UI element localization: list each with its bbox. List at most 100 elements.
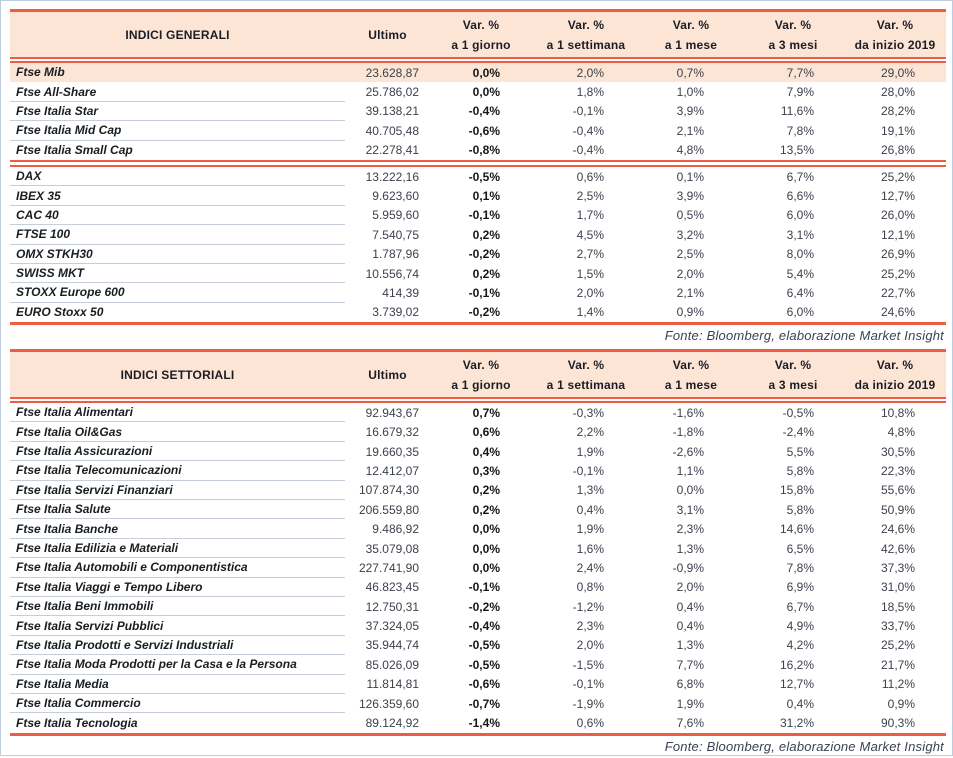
row-label: Ftse Italia Media — [10, 675, 345, 694]
cell-var-1-mese: 1,1% — [676, 463, 704, 478]
sector-indices-table: INDICI SETTORIALI Ultimo Var. % a 1 gior… — [10, 349, 946, 736]
cell-ultimo: 12.750,31 — [365, 599, 419, 614]
table-row: Ftse Italia Telecomunicazioni 12.412,07 … — [10, 461, 946, 481]
cell-ultimo: 92.943,67 — [365, 405, 419, 420]
cell-var-1-giorno: 0,0% — [472, 65, 500, 80]
cell-var-1-settimana: 1,5% — [576, 266, 604, 281]
cell-var-3-mesi: 31,2% — [779, 716, 814, 731]
cell-ultimo: 7.540,75 — [372, 227, 419, 242]
row-label: Ftse Italia Commercio — [10, 694, 345, 714]
cell-var-da-inizio-2019: 21,7% — [880, 657, 915, 672]
cell-var-da-inizio-2019: 26,9% — [880, 247, 915, 262]
cell-ultimo: 12.412,07 — [365, 463, 419, 478]
table-row: CAC 40 5.959,60 -0,1% 1,7% 0,5% 6,0% 26,… — [10, 206, 946, 226]
cell-ultimo: 107.874,30 — [358, 483, 419, 498]
cell-var-1-settimana: 2,5% — [576, 189, 604, 204]
cell-var-da-inizio-2019: 24,6% — [880, 522, 915, 537]
var-label: Var. % — [774, 357, 812, 372]
cell-var-da-inizio-2019: 29,0% — [880, 65, 915, 80]
column-header-var-3-mesi: Var. % a 3 mesi — [742, 18, 844, 52]
period-label: da inizio 2019 — [854, 377, 936, 392]
cell-var-3-mesi: 7,8% — [786, 123, 814, 138]
cell-var-1-mese: 0,4% — [676, 599, 704, 614]
cell-var-1-giorno: -0,1% — [468, 285, 500, 300]
table-row: Ftse Italia Alimentari 92.943,67 0,7% -0… — [10, 403, 946, 423]
row-label: CAC 40 — [10, 206, 345, 226]
cell-var-1-settimana: -0,1% — [572, 463, 604, 478]
cell-var-1-giorno: -0,2% — [468, 305, 500, 320]
cell-var-da-inizio-2019: 18,5% — [880, 599, 915, 614]
column-header-var-1-giorno: Var. % a 1 giorno — [430, 18, 532, 52]
cell-var-1-mese: 7,7% — [676, 657, 704, 672]
cell-var-da-inizio-2019: 12,1% — [880, 227, 915, 242]
cell-var-1-mese: 0,1% — [676, 169, 704, 184]
column-header-var-1-settimana: Var. % a 1 settimana — [532, 358, 640, 392]
cell-var-3-mesi: 6,5% — [786, 541, 814, 556]
cell-var-da-inizio-2019: 37,3% — [880, 560, 915, 575]
cell-ultimo: 5.959,60 — [372, 208, 419, 223]
cell-var-1-giorno: 0,6% — [472, 425, 500, 440]
cell-var-3-mesi: 6,7% — [786, 599, 814, 614]
table-title: INDICI SETTORIALI — [120, 367, 235, 382]
cell-ultimo: 10.556,74 — [365, 266, 419, 281]
cell-var-1-settimana: -1,2% — [572, 599, 604, 614]
cell-var-1-giorno: 0,2% — [472, 266, 500, 281]
cell-var-1-giorno: -0,1% — [468, 208, 500, 223]
cell-var-3-mesi: 4,9% — [786, 619, 814, 634]
table-row: Ftse Italia Assicurazioni 19.660,35 0,4%… — [10, 442, 946, 462]
cell-var-1-settimana: 2,0% — [576, 638, 604, 653]
cell-var-1-mese: 2,3% — [676, 522, 704, 537]
period-label: a 1 settimana — [546, 37, 626, 52]
cell-var-1-settimana: 1,6% — [576, 541, 604, 556]
cell-ultimo: 126.359,60 — [358, 696, 419, 711]
row-label: Ftse Italia Telecomunicazioni — [10, 461, 345, 481]
table-row: Ftse Italia Automobili e Componentistica… — [10, 558, 946, 578]
general-indices-table: INDICI GENERALI Ultimo Var. % a 1 giorno… — [10, 9, 946, 326]
cell-var-3-mesi: 5,4% — [786, 266, 814, 281]
cell-var-da-inizio-2019: 30,5% — [880, 444, 915, 459]
column-header-var-1-settimana: Var. % a 1 settimana — [532, 18, 640, 52]
cell-var-1-giorno: 0,2% — [472, 502, 500, 517]
table-row: STOXX Europe 600 414,39 -0,1% 2,0% 2,1% … — [10, 283, 946, 303]
row-label: OMX STKH30 — [10, 245, 345, 264]
cell-var-1-mese: 0,5% — [676, 208, 704, 223]
var-label: Var. % — [567, 357, 605, 372]
cell-var-1-settimana: -0,1% — [572, 104, 604, 119]
cell-var-1-giorno: -0,2% — [468, 599, 500, 614]
cell-var-da-inizio-2019: 22,3% — [880, 463, 915, 478]
var-label: Var. % — [567, 17, 605, 32]
cell-ultimo: 37.324,05 — [365, 619, 419, 634]
cell-var-1-giorno: 0,0% — [472, 522, 500, 537]
table-row: SWISS MKT 10.556,74 0,2% 1,5% 2,0% 5,4% … — [10, 264, 946, 284]
cell-var-da-inizio-2019: 4,8% — [887, 425, 915, 440]
row-label: Ftse Italia Banche — [10, 519, 345, 539]
cell-var-1-giorno: 0,4% — [472, 444, 500, 459]
header-double-rule — [10, 61, 946, 63]
cell-var-1-settimana: 1,4% — [576, 305, 604, 320]
table-row: Ftse Italia Mid Cap 40.705,48 -0,6% -0,4… — [10, 121, 946, 141]
cell-var-1-giorno: -0,4% — [468, 104, 500, 119]
row-label: STOXX Europe 600 — [10, 283, 345, 303]
cell-var-1-giorno: -0,5% — [468, 638, 500, 653]
cell-var-3-mesi: 6,0% — [786, 208, 814, 223]
cell-var-1-settimana: 2,2% — [576, 425, 604, 440]
cell-var-da-inizio-2019: 26,0% — [880, 208, 915, 223]
cell-var-1-mese: 2,0% — [676, 580, 704, 595]
table-title: INDICI GENERALI — [125, 27, 230, 42]
var-label: Var. % — [672, 17, 710, 32]
table-bottom-rule — [10, 322, 946, 326]
cell-var-1-giorno: -0,1% — [468, 580, 500, 595]
cell-var-3-mesi: 12,7% — [779, 677, 814, 692]
sector-table-header: INDICI SETTORIALI Ultimo Var. % a 1 gior… — [10, 349, 946, 400]
row-label: Ftse Italia Oil&Gas — [10, 422, 345, 442]
cell-var-da-inizio-2019: 31,0% — [880, 580, 915, 595]
table-row: OMX STKH30 1.787,96 -0,2% 2,7% 2,5% 8,0%… — [10, 245, 946, 264]
cell-var-da-inizio-2019: 50,9% — [880, 502, 915, 517]
row-label: Ftse Italia Automobili e Componentistica — [10, 558, 345, 578]
cell-var-3-mesi: 5,5% — [786, 444, 814, 459]
cell-var-1-giorno: -0,5% — [468, 657, 500, 672]
cell-var-1-settimana: 2,4% — [576, 560, 604, 575]
cell-var-1-mese: 3,2% — [676, 227, 704, 242]
cell-var-1-settimana: 0,6% — [576, 716, 604, 731]
cell-var-da-inizio-2019: 25,2% — [880, 169, 915, 184]
